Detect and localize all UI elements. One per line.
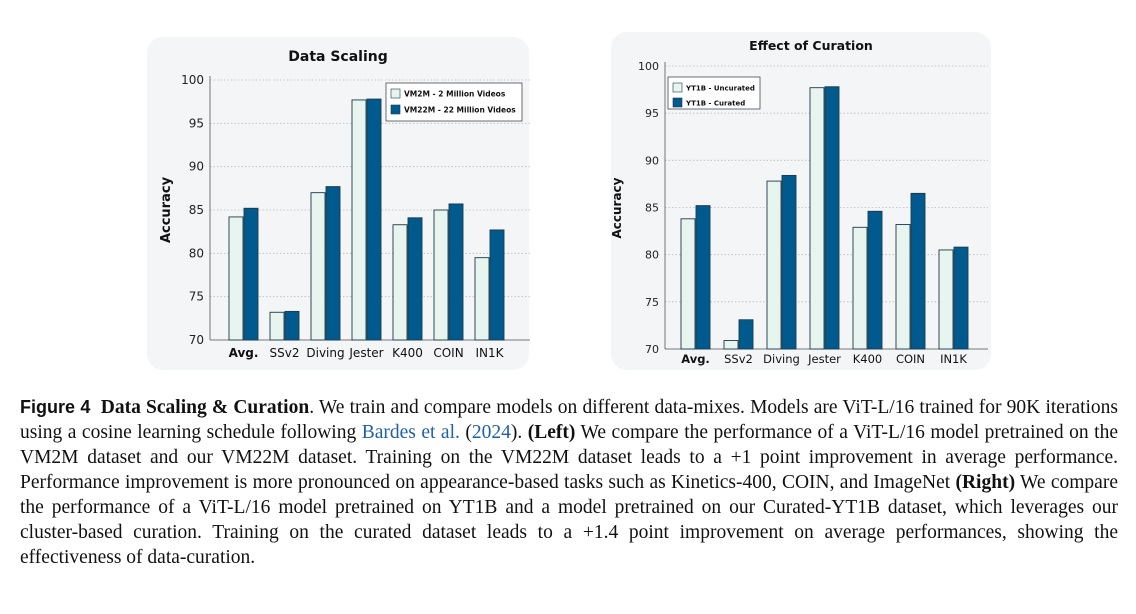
x-tick-label: COIN [433, 346, 463, 360]
y-tick-label: 85 [645, 202, 659, 215]
citation-paren-close: ). [510, 422, 528, 443]
x-tick-label: SSv2 [724, 352, 753, 366]
legend-swatch [672, 97, 683, 108]
legend-label: VM22M - 22 Million Videos [404, 106, 516, 115]
bar-series2-avg [243, 207, 259, 341]
bar-series1-coin [433, 209, 449, 341]
citation-year[interactable]: 2024 [471, 422, 511, 443]
x-tick-label: IN1K [475, 346, 504, 360]
y-axis-label: Accuracy [610, 177, 624, 238]
bar-series2-ssv2 [738, 319, 754, 350]
bar-series2-ssv2 [284, 310, 300, 341]
caption-left-label: (Left) [527, 422, 576, 443]
bar-series2-k400 [407, 217, 423, 341]
bar-series2-avg [695, 205, 711, 350]
bar-series1-k400 [852, 226, 868, 350]
x-tick-label: Jester [807, 352, 841, 366]
bar-series2-in1k [953, 246, 969, 350]
bar-series1-ssv2 [269, 311, 285, 341]
x-tick-label: Diving [306, 346, 344, 360]
bar-series1-diving [310, 192, 326, 341]
chart-title: Effect of Curation [749, 38, 873, 53]
caption-text-2: We compare the performance of a ViT-L/16… [20, 422, 1118, 493]
citation-author[interactable]: Bardes et al. [361, 422, 460, 443]
bar-series2-in1k [489, 229, 505, 341]
bar-series2-diving [325, 186, 341, 341]
bar-series1-in1k [938, 249, 954, 350]
chart-title: Data Scaling [288, 49, 388, 65]
legend-swatch [390, 88, 401, 99]
bar-series2-coin [910, 192, 926, 350]
x-tick-label: IN1K [940, 352, 967, 366]
legend: VM2M - 2 Million Videos VM22M - 22 Millio… [385, 82, 523, 122]
y-tick-label: 100 [638, 60, 659, 73]
y-tick-label: 70 [645, 343, 659, 356]
bar-series1-avg [680, 218, 696, 350]
legend-label: YT1B - Uncurated [685, 85, 755, 93]
bar-series1-k400 [392, 224, 408, 341]
caption-text-3: We compare the performance of a ViT-L/16… [20, 472, 1118, 568]
bar-series1-avg [228, 216, 244, 341]
bar-series2-jester [824, 86, 840, 350]
bar-series1-coin [895, 224, 911, 350]
caption-text-1: . We train and compare models on differe… [20, 397, 1119, 443]
x-tick-label: Avg. [681, 352, 710, 366]
x-tick-label: COIN [896, 352, 925, 366]
effect-of-curation-panel: 70 75 80 85 90 95 100 Effect of Curation Accurac… [610, 32, 991, 370]
y-axis-label: Accuracy [159, 176, 174, 243]
legend: YT1B - Uncurated YT1B - Curated [667, 76, 761, 110]
x-tick-label: K400 [392, 346, 423, 360]
x-tick-label: Avg. [229, 346, 259, 360]
data-scaling-chart: 70 75 80 85 90 95 100 Data Scaling Accuracy Avg. S… [147, 32, 991, 370]
y-tick-label: 75 [645, 296, 659, 309]
x-tick-label: Diving [763, 352, 800, 366]
legend-label: VM2M - 2 Million Videos [404, 90, 506, 99]
x-tick-label: Jester [348, 346, 383, 360]
y-tick-label: 70 [189, 333, 204, 347]
y-tick-label: 80 [189, 246, 204, 260]
bar-series1-jester [351, 99, 367, 341]
bar-series2-coin [448, 203, 464, 341]
y-tick-label: 100 [181, 73, 204, 87]
legend-box [385, 82, 523, 122]
figure-caption: Figure 4 Data Scaling & Curation. We tra… [20, 395, 1118, 570]
legend-swatch [672, 82, 683, 93]
bar-series2-diving [781, 174, 797, 350]
bar-series2-jester [366, 98, 382, 341]
bar-series1-jester [809, 87, 825, 350]
figure-label: Figure 4 [20, 397, 91, 417]
bar-series2-k400 [867, 210, 883, 350]
y-tick-label: 90 [645, 154, 659, 167]
legend-box [667, 76, 761, 110]
bar-series1-in1k [474, 257, 490, 341]
data-scaling-panel: 70 75 80 85 90 95 100 Data Scaling Accuracy Avg. S… [147, 37, 530, 370]
x-tick-label: SSv2 [270, 346, 300, 360]
caption-title: Data Scaling & Curation [100, 397, 310, 418]
y-tick-label: 90 [189, 160, 204, 174]
caption-right-label: (Right) [955, 472, 1016, 493]
y-tick-label: 95 [189, 116, 204, 130]
x-tick-label: K400 [853, 352, 883, 366]
y-tick-label: 85 [189, 203, 204, 217]
citation-paren-open: ( [459, 422, 472, 443]
bar-series1-ssv2 [723, 340, 739, 350]
y-tick-label: 95 [645, 107, 659, 120]
y-tick-label: 80 [645, 249, 659, 262]
legend-label: YT1B - Curated [685, 100, 745, 108]
y-tick-label: 75 [189, 290, 204, 304]
legend-swatch [390, 104, 401, 115]
bar-series1-diving [766, 180, 782, 350]
